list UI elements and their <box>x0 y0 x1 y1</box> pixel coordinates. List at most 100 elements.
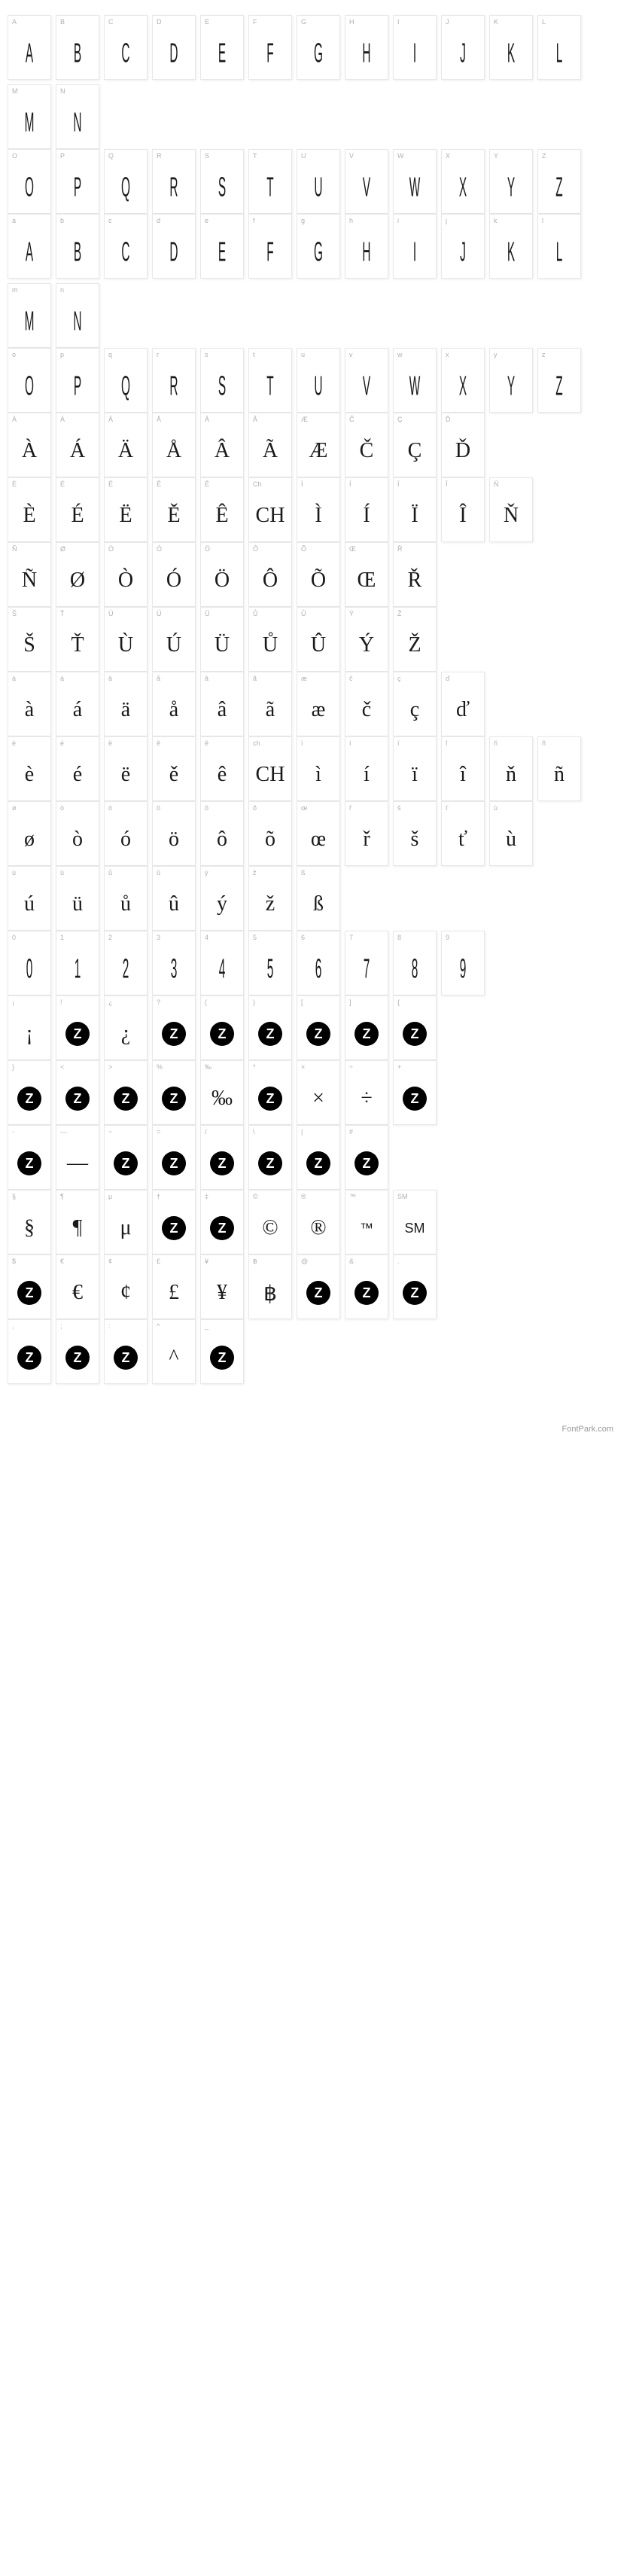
glyph-cell[interactable]: ññ <box>537 736 581 801</box>
glyph-cell[interactable]: œœ <box>297 801 340 866</box>
glyph-cell[interactable]: UU <box>297 149 340 214</box>
glyph-cell[interactable]: nN <box>56 283 99 348</box>
glyph-cell[interactable]: :Z <box>104 1319 148 1384</box>
glyph-cell[interactable]: ™™ <box>345 1190 388 1254</box>
glyph-cell[interactable]: RR <box>152 149 196 214</box>
glyph-cell[interactable]: _Z <box>200 1319 244 1384</box>
glyph-cell[interactable]: ÙÙ <box>104 607 148 672</box>
glyph-cell[interactable]: ÝÝ <box>345 607 388 672</box>
glyph-cell[interactable]: ÔÔ <box>248 542 292 607</box>
glyph-cell[interactable]: ÂÂ <box>200 413 244 477</box>
glyph-cell[interactable]: ûû <box>152 866 196 931</box>
glyph-cell[interactable]: tT <box>248 348 292 413</box>
glyph-cell[interactable]: yY <box>489 348 533 413</box>
glyph-cell[interactable]: $Z <box>8 1254 51 1319</box>
glyph-cell[interactable]: iI <box>393 214 437 279</box>
glyph-cell[interactable]: (Z <box>200 995 244 1060</box>
glyph-cell[interactable]: KK <box>489 15 533 80</box>
glyph-cell[interactable]: ChCH <box>248 477 292 542</box>
glyph-cell[interactable]: mM <box>8 283 51 348</box>
glyph-cell[interactable]: ¥¥ <box>200 1254 244 1319</box>
glyph-cell[interactable]: ÉÉ <box>56 477 99 542</box>
glyph-cell[interactable]: öö <box>152 801 196 866</box>
glyph-cell[interactable]: .Z <box>393 1254 437 1319</box>
glyph-cell[interactable]: jJ <box>441 214 485 279</box>
glyph-cell[interactable]: gG <box>297 214 340 279</box>
glyph-cell[interactable]: ÄÄ <box>104 413 148 477</box>
glyph-cell[interactable]: hH <box>345 214 388 279</box>
glyph-cell[interactable]: DD <box>152 15 196 80</box>
glyph-cell[interactable]: ®® <box>297 1190 340 1254</box>
glyph-cell[interactable]: óó <box>104 801 148 866</box>
glyph-cell[interactable]: zZ <box>537 348 581 413</box>
glyph-cell[interactable]: 66 <box>297 931 340 995</box>
glyph-cell[interactable]: àà <box>8 672 51 736</box>
glyph-cell[interactable]: šš <box>393 801 437 866</box>
glyph-cell[interactable]: õõ <box>248 801 292 866</box>
glyph-cell[interactable]: ŠŠ <box>8 607 51 672</box>
glyph-cell[interactable]: ÛÛ <box>297 607 340 672</box>
glyph-cell[interactable]: kK <box>489 214 533 279</box>
glyph-cell[interactable]: ùù <box>489 801 533 866</box>
glyph-cell[interactable]: ^^ <box>152 1319 196 1384</box>
glyph-cell[interactable]: FF <box>248 15 292 80</box>
glyph-cell[interactable]: uU <box>297 348 340 413</box>
glyph-cell[interactable]: ÍÍ <box>345 477 388 542</box>
glyph-cell[interactable]: ÚÚ <box>152 607 196 672</box>
glyph-cell[interactable]: &Z <box>345 1254 388 1319</box>
glyph-cell[interactable]: qQ <box>104 348 148 413</box>
glyph-cell[interactable]: ěě <box>152 736 196 801</box>
glyph-cell[interactable]: §§ <box>8 1190 51 1254</box>
glyph-cell[interactable]: cC <box>104 214 148 279</box>
glyph-cell[interactable]: <Z <box>56 1060 99 1125</box>
glyph-cell[interactable]: ââ <box>200 672 244 736</box>
glyph-cell[interactable]: ďď <box>441 672 485 736</box>
glyph-cell[interactable]: MM <box>8 84 51 149</box>
glyph-cell[interactable]: ;Z <box>56 1319 99 1384</box>
glyph-cell[interactable]: ×× <box>297 1060 340 1125</box>
glyph-cell[interactable]: OO <box>8 149 51 214</box>
glyph-cell[interactable]: ŇŇ <box>489 477 533 542</box>
glyph-cell[interactable]: êê <box>200 736 244 801</box>
glyph-cell[interactable]: !Z <box>56 995 99 1060</box>
glyph-cell[interactable]: ĎĎ <box>441 413 485 477</box>
glyph-cell[interactable]: ~Z <box>104 1125 148 1190</box>
glyph-cell[interactable]: ØØ <box>56 542 99 607</box>
glyph-cell[interactable]: WW <box>393 149 437 214</box>
glyph-cell[interactable]: ÈÈ <box>8 477 51 542</box>
glyph-cell[interactable]: ëë <box>104 736 148 801</box>
glyph-cell[interactable]: ÊÊ <box>200 477 244 542</box>
glyph-cell[interactable]: ‰‰ <box>200 1060 244 1125</box>
glyph-cell[interactable]: 55 <box>248 931 292 995</box>
glyph-cell[interactable]: ÷÷ <box>345 1060 388 1125</box>
glyph-cell[interactable]: rR <box>152 348 196 413</box>
glyph-cell[interactable]: ¡¡ <box>8 995 51 1060</box>
glyph-cell[interactable]: èè <box>8 736 51 801</box>
glyph-cell[interactable]: řř <box>345 801 388 866</box>
glyph-cell[interactable]: çç <box>393 672 437 736</box>
glyph-cell[interactable]: òò <box>56 801 99 866</box>
glyph-cell[interactable]: @Z <box>297 1254 340 1319</box>
glyph-cell[interactable]: >Z <box>104 1060 148 1125</box>
glyph-cell[interactable]: vV <box>345 348 388 413</box>
glyph-cell[interactable]: íí <box>345 736 388 801</box>
glyph-cell[interactable]: ÎÎ <box>441 477 485 542</box>
glyph-cell[interactable]: *Z <box>248 1060 292 1125</box>
glyph-cell[interactable]: [Z <box>297 995 340 1060</box>
glyph-cell[interactable]: \Z <box>248 1125 292 1190</box>
glyph-cell[interactable]: ŮŮ <box>248 607 292 672</box>
glyph-cell[interactable]: 33 <box>152 931 196 995</box>
glyph-cell[interactable]: 00 <box>8 931 51 995</box>
glyph-cell[interactable]: -Z <box>8 1125 51 1190</box>
glyph-cell[interactable]: ää <box>104 672 148 736</box>
glyph-cell[interactable]: BB <box>56 15 99 80</box>
glyph-cell[interactable]: wW <box>393 348 437 413</box>
glyph-cell[interactable]: chCH <box>248 736 292 801</box>
glyph-cell[interactable]: }Z <box>8 1060 51 1125</box>
glyph-cell[interactable]: ‡Z <box>200 1190 244 1254</box>
glyph-cell[interactable]: aA <box>8 214 51 279</box>
glyph-cell[interactable]: ňň <box>489 736 533 801</box>
glyph-cell[interactable]: pP <box>56 348 99 413</box>
glyph-cell[interactable]: €€ <box>56 1254 99 1319</box>
glyph-cell[interactable]: ôô <box>200 801 244 866</box>
